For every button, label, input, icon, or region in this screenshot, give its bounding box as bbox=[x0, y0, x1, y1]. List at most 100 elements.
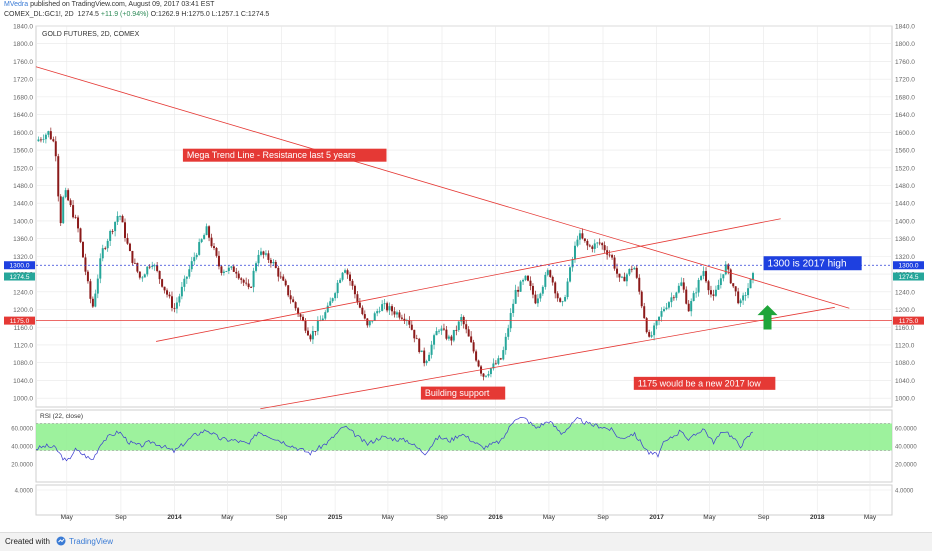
candle-body bbox=[455, 329, 458, 331]
candle-body bbox=[358, 302, 361, 308]
y-tick-label-left: 1480.0 bbox=[13, 183, 33, 190]
candle-body bbox=[237, 273, 240, 279]
tradingview-link[interactable]: TradingView bbox=[69, 537, 114, 546]
created-with-text: Created with bbox=[5, 537, 50, 546]
candle-body bbox=[232, 266, 235, 272]
candle-body bbox=[57, 156, 60, 197]
y-tick-label-right: 1520.0 bbox=[895, 165, 915, 172]
candle-body bbox=[339, 279, 342, 283]
candle-body bbox=[193, 257, 196, 262]
candle-body bbox=[697, 279, 700, 293]
candle-body bbox=[235, 271, 238, 274]
rsi-title: RSI (22, close) bbox=[40, 413, 83, 420]
candle-body bbox=[534, 294, 537, 304]
candle-body bbox=[269, 259, 272, 264]
candle-body bbox=[714, 289, 717, 296]
y-tick-label-left: 1600.0 bbox=[13, 130, 33, 137]
candle-body bbox=[737, 291, 740, 304]
candle-body bbox=[482, 373, 485, 377]
candle-body bbox=[418, 338, 421, 353]
rsi-band bbox=[36, 423, 892, 451]
candle-body bbox=[294, 302, 297, 309]
candle-body bbox=[59, 196, 62, 224]
candle-body bbox=[255, 263, 258, 271]
candle-body bbox=[185, 276, 188, 279]
candle-body bbox=[583, 238, 586, 241]
candle-body bbox=[559, 298, 562, 302]
candle-body bbox=[423, 350, 426, 364]
y-tick-label-left: 1240.0 bbox=[13, 289, 33, 296]
y-tick-label-right: 1840.0 bbox=[895, 24, 915, 31]
candle-body bbox=[54, 141, 57, 157]
candle-body bbox=[324, 312, 327, 319]
candle-body bbox=[408, 319, 411, 325]
candle-body bbox=[430, 344, 433, 355]
chart-area[interactable]: GOLD FUTURES, 2D, COMEX Mega Trend Line -… bbox=[0, 22, 932, 532]
candle-body bbox=[470, 336, 473, 343]
candle-body bbox=[116, 216, 119, 222]
candle-body bbox=[611, 255, 614, 258]
candle-body bbox=[489, 368, 492, 375]
y-tick-label-right: 1040.0 bbox=[895, 378, 915, 385]
candle-body bbox=[734, 286, 737, 292]
annotation-box bbox=[420, 386, 506, 400]
candle-body bbox=[170, 296, 173, 308]
candle-body bbox=[665, 307, 668, 310]
candle-body bbox=[648, 332, 651, 337]
candle-body bbox=[685, 289, 688, 304]
candle-body bbox=[566, 281, 569, 298]
annotation-text: 1300 is 2017 high bbox=[768, 259, 847, 270]
price-tag-left bbox=[4, 261, 35, 270]
candle-body bbox=[608, 254, 611, 256]
candle-body bbox=[180, 286, 183, 297]
candle-body bbox=[494, 363, 497, 365]
candle-body bbox=[175, 302, 178, 309]
author-link[interactable]: MVedra bbox=[4, 1, 29, 8]
candle-body bbox=[435, 331, 438, 336]
candle-body bbox=[64, 190, 67, 198]
candle-body bbox=[378, 310, 381, 312]
candle-body bbox=[99, 258, 102, 279]
y-tick-label-right: 1160.0 bbox=[895, 325, 915, 332]
candle-body bbox=[168, 294, 171, 297]
candle-body bbox=[517, 289, 520, 292]
candle-body bbox=[289, 295, 292, 300]
ohlc-values: O:1262.9 H:1275.0 L:1257.1 C:1274.5 bbox=[150, 11, 270, 18]
candle-body bbox=[618, 273, 621, 278]
candle-body bbox=[240, 278, 243, 280]
candle-body bbox=[203, 235, 206, 240]
candle-body bbox=[124, 222, 127, 238]
candle-body bbox=[623, 276, 626, 282]
y-tick-label-left: 1840.0 bbox=[13, 24, 33, 31]
candle-body bbox=[492, 363, 495, 369]
rsi-tick-right: 20.0000 bbox=[895, 463, 917, 469]
candle-body bbox=[158, 270, 161, 280]
candle-body bbox=[37, 139, 40, 142]
candle-body bbox=[687, 303, 690, 312]
up-arrow-icon bbox=[757, 305, 778, 330]
candle-body bbox=[556, 293, 559, 299]
candle-body bbox=[297, 308, 300, 315]
price-tag-left bbox=[4, 316, 35, 325]
candle-body bbox=[717, 285, 720, 290]
y-tick-label-left: 1000.0 bbox=[13, 396, 33, 403]
candle-body bbox=[133, 262, 136, 264]
y-tick-label-right: 1000.0 bbox=[895, 396, 915, 403]
candle-body bbox=[101, 248, 104, 259]
candle-body bbox=[625, 274, 628, 282]
candle-body bbox=[658, 316, 661, 321]
candle-body bbox=[368, 321, 371, 326]
candle-body bbox=[163, 286, 166, 291]
candle-body bbox=[329, 301, 332, 306]
candle-body bbox=[670, 297, 673, 303]
candle-body bbox=[596, 242, 599, 244]
candle-body bbox=[633, 267, 636, 270]
candle-body bbox=[450, 336, 453, 341]
price-tag-right bbox=[893, 261, 924, 270]
candle-body bbox=[727, 264, 730, 270]
candle-body bbox=[311, 330, 314, 340]
y-tick-label-left: 1040.0 bbox=[13, 378, 33, 385]
mega-trend-line bbox=[35, 66, 850, 309]
y-tick-label-right: 1560.0 bbox=[895, 148, 915, 155]
candle-body bbox=[146, 266, 149, 275]
